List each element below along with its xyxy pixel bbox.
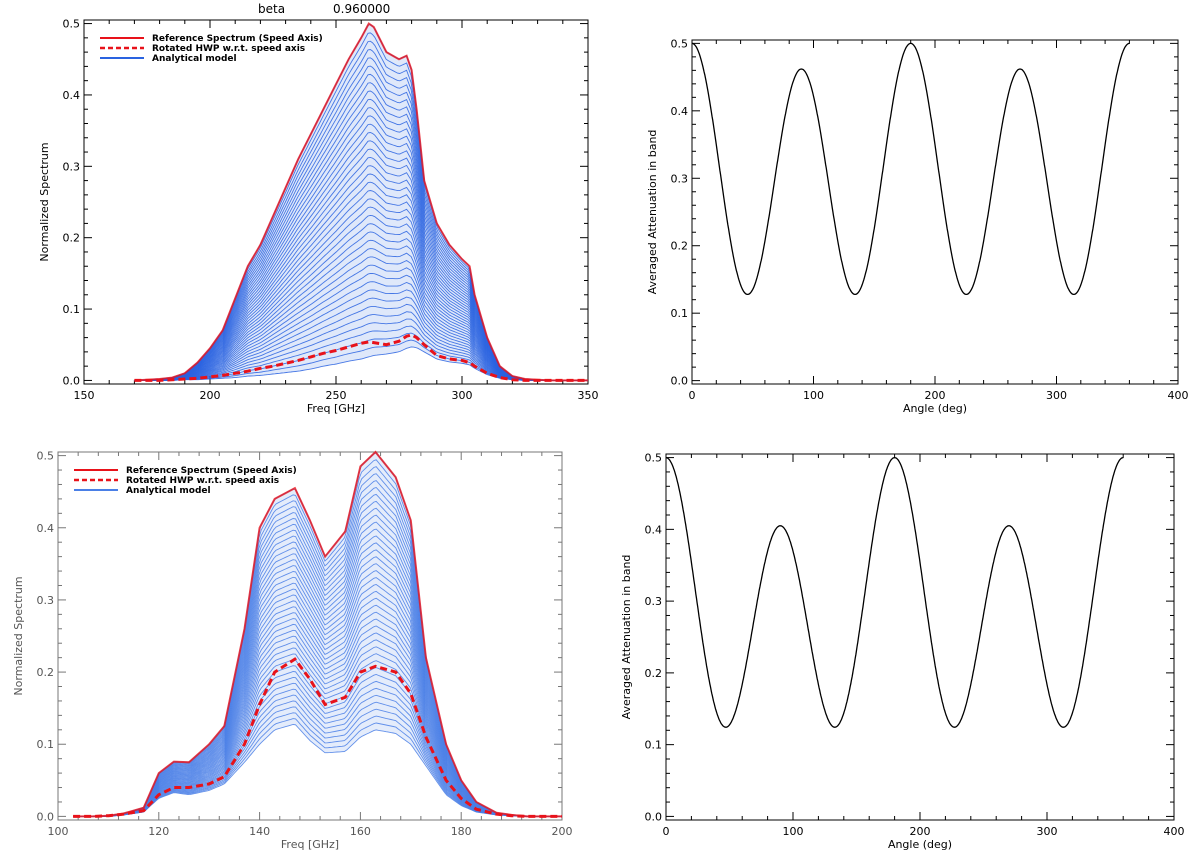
tr-y-axis-label: Averaged Attenuation in band bbox=[646, 130, 659, 295]
figure-title-value: 0.960000 bbox=[333, 2, 390, 16]
bl-y-axis-label: Normalized Spectrum bbox=[12, 576, 25, 695]
bl-legend-label-rotated: Rotated HWP w.r.t. speed axis bbox=[126, 476, 279, 486]
bl-model-band bbox=[73, 452, 562, 817]
bl-legend-label-reference: Reference Spectrum (Speed Axis) bbox=[126, 466, 297, 476]
br-x-tick-label: 300 bbox=[1037, 825, 1058, 838]
tl-y-tick-label: 0.1 bbox=[63, 303, 81, 316]
tr-y-tick-label: 0.1 bbox=[671, 307, 689, 320]
tl-legend-label-model: Analytical model bbox=[152, 54, 237, 64]
tl-x-tick-label: 350 bbox=[578, 389, 599, 402]
tr-x-tick-label: 200 bbox=[925, 389, 946, 402]
tl-y-axis-label: Normalized Spectrum bbox=[38, 142, 51, 261]
bl-x-axis-label: Freq [GHz] bbox=[281, 838, 339, 851]
tl-x-tick-label: 300 bbox=[452, 389, 473, 402]
bl-y-tick-label: 0.2 bbox=[37, 666, 55, 679]
bl-x-tick-label: 140 bbox=[249, 825, 270, 838]
br-y-tick-label: 0.2 bbox=[645, 667, 663, 680]
bl-plot-frame bbox=[57, 451, 563, 821]
tl-legend-label-rotated: Rotated HWP w.r.t. speed axis bbox=[152, 44, 305, 54]
panel-bottom-left-spectrum: 100 120 140 160 180 200 0.0 0.1 0.2 0.3 0.4 0.5 Freq… bbox=[12, 450, 573, 851]
tl-reference-spectrum-line bbox=[134, 22, 588, 382]
panel-top-right-attenuation: 0 100 200 300 400 0.0 0.1 0.2 0.3 0.4 0.5 Angle (de… bbox=[646, 37, 1189, 415]
bl-y-tick-label: 0.0 bbox=[37, 810, 55, 823]
tl-legend-label-reference: Reference Spectrum (Speed Axis) bbox=[152, 34, 323, 44]
bl-x-tick-label: 120 bbox=[148, 825, 169, 838]
br-plot-frame bbox=[665, 453, 1175, 821]
bl-x-tick-label: 100 bbox=[48, 825, 69, 838]
bl-x-tick-label: 180 bbox=[451, 825, 472, 838]
figure-title-label: beta bbox=[258, 2, 285, 16]
tl-x-tick-label: 250 bbox=[326, 389, 347, 402]
tl-y-tick-label: 0.5 bbox=[63, 18, 81, 31]
br-x-tick-label: 0 bbox=[663, 825, 670, 838]
tr-y-tick-label: 0.3 bbox=[671, 172, 689, 185]
tl-y-tick-label: 0.2 bbox=[63, 232, 81, 245]
br-y-axis-label: Averaged Attenuation in band bbox=[620, 555, 633, 720]
bl-y-tick-label: 0.1 bbox=[37, 738, 55, 751]
tl-x-tick-label: 150 bbox=[74, 389, 95, 402]
tr-y-tick-label: 0.0 bbox=[671, 375, 689, 388]
bl-reference-spectrum-line bbox=[73, 450, 562, 818]
br-y-tick-label: 0.5 bbox=[645, 452, 663, 465]
bl-y-tick-label: 0.4 bbox=[37, 522, 55, 535]
bl-x-tick-label: 160 bbox=[350, 825, 371, 838]
tr-x-tick-label: 100 bbox=[803, 389, 824, 402]
tr-x-tick-label: 400 bbox=[1168, 389, 1189, 402]
panel-bottom-right-attenuation: 0 100 200 300 400 0.0 0.1 0.2 0.3 0.4 0.5 Angle (de… bbox=[620, 452, 1185, 851]
bl-legend-label-model: Analytical model bbox=[126, 486, 211, 496]
br-x-tick-label: 200 bbox=[910, 825, 931, 838]
tl-x-tick-label: 200 bbox=[200, 389, 221, 402]
tl-y-tick-label: 0.3 bbox=[63, 160, 81, 173]
tr-y-tick-label: 0.4 bbox=[671, 105, 689, 118]
br-y-tick-label: 0.3 bbox=[645, 595, 663, 608]
tl-y-tick-label: 0.0 bbox=[63, 374, 81, 387]
tr-x-axis-label: Angle (deg) bbox=[903, 402, 967, 415]
panel-top-left-spectrum: 150 200 250 300 350 0.0 0.1 0.2 0.3 0.4 0.5 Freq [G… bbox=[38, 18, 599, 415]
tr-attenuation-curve bbox=[692, 42, 1130, 296]
bl-rotated-hwp-line bbox=[73, 657, 562, 818]
tr-plot-frame bbox=[691, 39, 1179, 385]
br-x-axis-label: Angle (deg) bbox=[888, 838, 952, 851]
tl-x-axis-label: Freq [GHz] bbox=[307, 402, 365, 415]
tr-y-tick-label: 0.2 bbox=[671, 240, 689, 253]
bl-y-tick-label: 0.3 bbox=[37, 594, 55, 607]
br-y-tick-label: 0.1 bbox=[645, 739, 663, 752]
tr-y-tick-label: 0.5 bbox=[671, 37, 689, 50]
tl-rotated-hwp-line bbox=[134, 333, 588, 382]
br-x-tick-label: 100 bbox=[783, 825, 804, 838]
bl-x-tick-label: 200 bbox=[552, 825, 573, 838]
bl-y-tick-label: 0.5 bbox=[37, 450, 55, 463]
tr-x-tick-label: 300 bbox=[1046, 389, 1067, 402]
tr-x-tick-label: 0 bbox=[689, 389, 696, 402]
br-y-tick-label: 0.4 bbox=[645, 523, 663, 536]
br-x-tick-label: 400 bbox=[1164, 825, 1185, 838]
tl-y-tick-label: 0.4 bbox=[63, 89, 81, 102]
br-y-tick-label: 0.0 bbox=[645, 810, 663, 823]
br-attenuation-curve bbox=[665, 456, 1124, 728]
